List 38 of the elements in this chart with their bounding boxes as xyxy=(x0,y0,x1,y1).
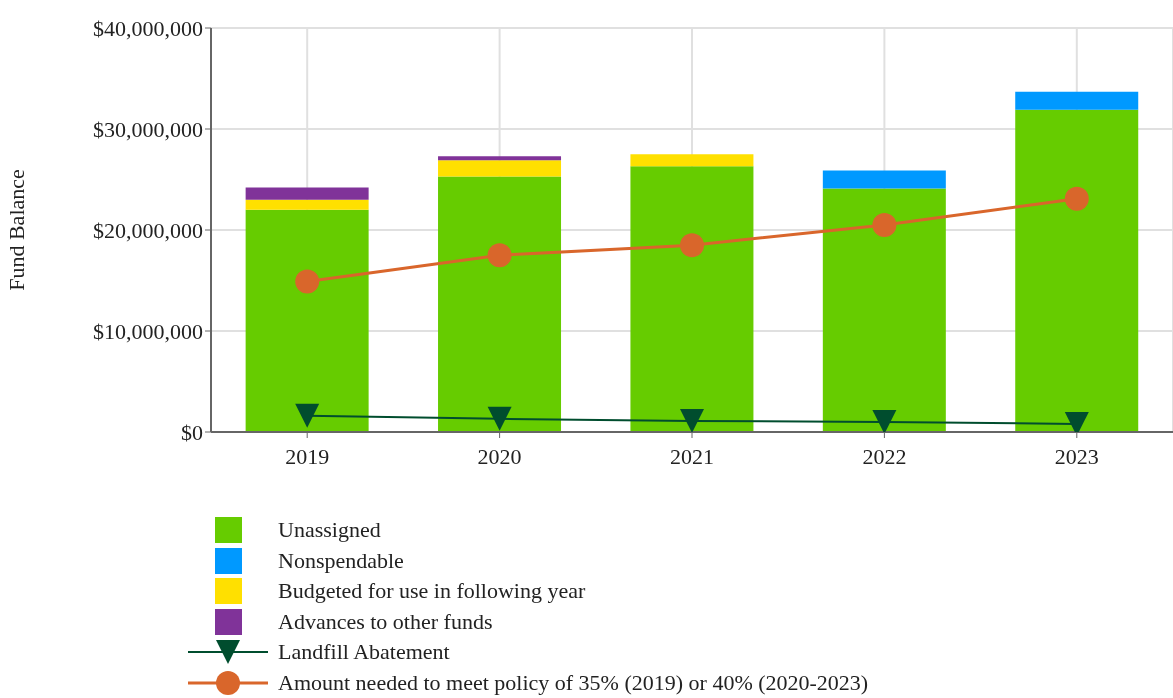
point xyxy=(680,408,704,432)
y-tick-label: $40,000,000 xyxy=(93,15,203,41)
x-tick-label: 2023 xyxy=(1054,443,1099,469)
point xyxy=(872,212,897,237)
point xyxy=(487,406,512,431)
point xyxy=(295,403,320,428)
bar xyxy=(438,176,562,432)
bar xyxy=(1015,91,1139,110)
point xyxy=(1064,186,1089,211)
bar xyxy=(630,166,754,432)
x-tick-label: 2019 xyxy=(285,443,330,469)
legend-label: Unassigned xyxy=(278,517,381,544)
y-tick-label: $20,000,000 xyxy=(93,217,203,243)
point xyxy=(487,243,512,268)
bar xyxy=(438,156,562,161)
y-tick-label: $0 xyxy=(181,419,203,445)
y-tick-label: $10,000,000 xyxy=(93,318,203,344)
legend-label: Landfill Abatement xyxy=(278,639,450,666)
bar xyxy=(438,160,562,177)
point xyxy=(872,409,897,432)
legend-label: Budgeted for use in following year xyxy=(278,578,586,605)
bar xyxy=(245,187,369,200)
point xyxy=(680,233,704,258)
y-axis-title: Fund Balance xyxy=(3,169,29,291)
legend-label: Amount needed to meet policy of 35% (2019) or 40% (2020-2023) xyxy=(278,669,869,696)
bar xyxy=(245,199,369,210)
x-tick-label: 2022 xyxy=(862,443,907,469)
x-tick-label: 2020 xyxy=(477,443,522,469)
point xyxy=(295,269,320,294)
legend-label: Nonspendable xyxy=(278,547,404,574)
bar xyxy=(630,154,754,167)
bar xyxy=(245,209,369,432)
legend-label: Advances to other funds xyxy=(278,608,493,635)
y-tick-label: $30,000,000 xyxy=(93,116,203,142)
bar xyxy=(822,188,946,432)
x-tick-label: 2021 xyxy=(670,443,714,469)
bar xyxy=(822,170,946,189)
bar xyxy=(1015,109,1139,432)
